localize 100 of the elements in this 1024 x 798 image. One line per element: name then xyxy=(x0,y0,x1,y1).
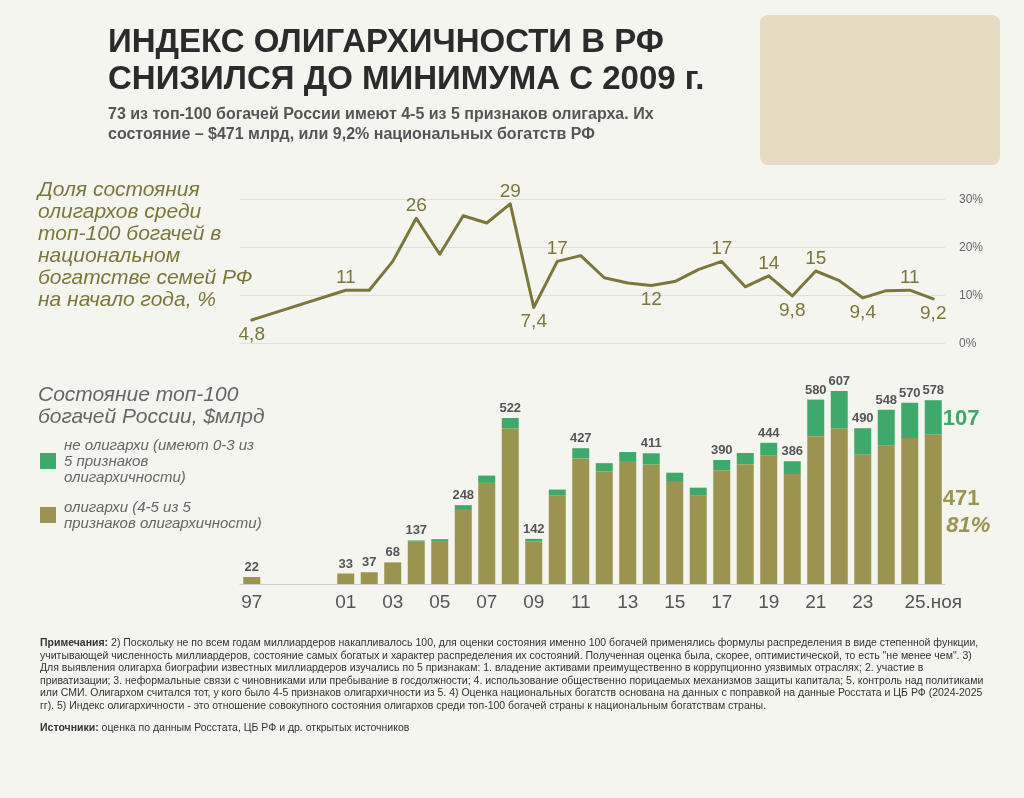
x-tick-label: 21 xyxy=(805,591,827,612)
bar xyxy=(689,487,707,496)
bar xyxy=(666,472,684,482)
total-label: 248 xyxy=(452,487,475,503)
total-label: 444 xyxy=(757,424,781,440)
x-tick-label: 19 xyxy=(758,591,780,612)
bar xyxy=(736,453,754,465)
x-tick-label: 11 xyxy=(570,591,591,612)
x-tick-label: 17 xyxy=(711,591,733,612)
data-label: 26 xyxy=(405,194,427,216)
bar xyxy=(877,409,895,446)
bar xyxy=(454,505,472,510)
data-label: 11 xyxy=(899,266,920,288)
bar xyxy=(877,445,895,584)
data-label: 14 xyxy=(758,251,780,273)
bar xyxy=(572,458,590,584)
bar xyxy=(360,572,378,584)
x-tick-label: 15 xyxy=(664,591,686,612)
text: 81% xyxy=(946,511,991,537)
bar xyxy=(760,442,778,456)
total-label: 490 xyxy=(851,410,874,426)
total-label: 427 xyxy=(569,430,592,446)
bar xyxy=(595,471,613,584)
y-tick-label: 20% xyxy=(959,240,984,254)
data-label: 29 xyxy=(499,179,521,201)
y-tick-label: 30% xyxy=(959,192,984,206)
bar xyxy=(572,448,590,459)
total-label: 142 xyxy=(522,520,545,536)
data-label: 15 xyxy=(805,247,827,268)
data-label: 17 xyxy=(711,237,733,259)
data-label: 12 xyxy=(640,288,662,310)
bar xyxy=(689,495,707,584)
y-tick-label: 0% xyxy=(959,336,977,350)
bar xyxy=(642,453,660,465)
bar xyxy=(783,473,801,584)
data-label: 9,2 xyxy=(920,301,947,323)
bar xyxy=(901,402,919,439)
bar xyxy=(713,460,731,471)
bar xyxy=(830,428,848,584)
total-label: 386 xyxy=(781,443,804,459)
x-tick-label: 07 xyxy=(476,591,498,612)
bar xyxy=(384,562,402,584)
bar xyxy=(830,391,848,429)
x-tick-label: 05 xyxy=(429,591,451,612)
bar xyxy=(713,470,731,584)
total-label: 570 xyxy=(898,384,921,400)
bar xyxy=(243,577,261,584)
bar xyxy=(407,541,425,584)
legend-label: олигархи (4-5 из 5 признаков олигархичности) xyxy=(64,498,263,531)
y-axis-title: Состояние топ-100 богачей России, $млрд xyxy=(38,382,266,427)
x-tick-label: 03 xyxy=(382,591,404,612)
bar xyxy=(807,399,825,437)
x-tick-label: 97 xyxy=(241,591,263,612)
data-label: 4,8 xyxy=(238,322,265,344)
bar xyxy=(854,454,872,584)
y-tick-label: 10% xyxy=(959,288,984,302)
total-label: 33 xyxy=(338,555,353,571)
total-label: 137 xyxy=(405,522,428,538)
total-label: 411 xyxy=(640,435,662,451)
text: Примечания: 2) Поскольку не по всем годам миллиардеров накапливалось 100, для оценки состояния именно 100 богачей применялись формулы распределения в виде степенной функции, учитывающей численность миллиардеров, состояние самых богатых и характер распределения их состояний. Полученная оценка была, скорее, оптимистической, то есть "не менее чем". 3) Для выявления олигарха биографии известных миллиардеров изучались по 5 признакам: 1. владение активами преимущественно в коррупционно уязвимых отраслях; 2. участие в приватизации; 3. неформальные связи с чиновниками или пребывание в госдолжности; 4. использование общественно порицаемых механизмов защиты капитала; 5. контроль над политиками или СМИ. Олигархом считался тот, у кого было 4-5 признаков олигархичности из 5. 4) Оценка национальных богатств основана на данных с поправкой на данные Росстата и ЦБ РФ (2024-2025 гг). 5) Индекс олигархичности - это отношение совокупного состояния олигархов среди топ-100 богачей страны к национальным богатствам страны. xyxy=(40,636,985,711)
total-label: 578 xyxy=(922,382,945,398)
chart-subtitle: 73 из топ-100 богачей России имеют 4-5 из 5 признаков олигарха. Их состояние – $471 млрд, или 9,2% национальных богатств РФ xyxy=(108,104,655,144)
total-label: 548 xyxy=(875,391,898,407)
total-label: 607 xyxy=(828,373,851,388)
bar xyxy=(642,464,660,584)
chart-title: ИНДЕКС ОЛИГАРХИЧНОСТИ В РФ СНИЗИЛСЯ ДО МИНИМУМА С 2009 г. xyxy=(108,22,706,96)
data-label: 9,4 xyxy=(849,300,877,322)
bar xyxy=(807,436,825,584)
data-label: 107 xyxy=(942,404,980,430)
bar xyxy=(783,461,801,474)
x-tick-label: 09 xyxy=(523,591,545,612)
total-label: 580 xyxy=(804,381,827,397)
bar xyxy=(525,541,543,584)
bar xyxy=(454,509,472,584)
x-tick-label: 13 xyxy=(617,591,639,612)
bar xyxy=(901,438,919,584)
total-label: 22 xyxy=(244,559,259,574)
bar xyxy=(924,434,942,584)
bar xyxy=(736,464,754,584)
bar xyxy=(501,418,519,429)
bar xyxy=(619,452,637,462)
bar xyxy=(760,455,778,584)
data-label: 7,4 xyxy=(520,310,548,332)
bar xyxy=(337,573,355,584)
data-label: 11 xyxy=(335,266,356,288)
bar xyxy=(619,461,637,584)
total-label: 390 xyxy=(710,442,733,457)
bar xyxy=(431,541,449,584)
data-label: 17 xyxy=(546,237,568,259)
x-tick-label: 25.ноя xyxy=(904,591,963,612)
total-label: 37 xyxy=(362,554,377,570)
bar xyxy=(478,482,496,584)
data-label: 9,8 xyxy=(779,298,806,320)
bar xyxy=(501,428,519,584)
bar xyxy=(595,463,613,472)
bar xyxy=(478,475,496,483)
text: Источники: оценка по данным Росстата, ЦБ РФ и др. открытых источников xyxy=(40,721,411,734)
total-label: 68 xyxy=(385,544,400,560)
bar xyxy=(924,400,942,435)
bar xyxy=(854,428,872,455)
